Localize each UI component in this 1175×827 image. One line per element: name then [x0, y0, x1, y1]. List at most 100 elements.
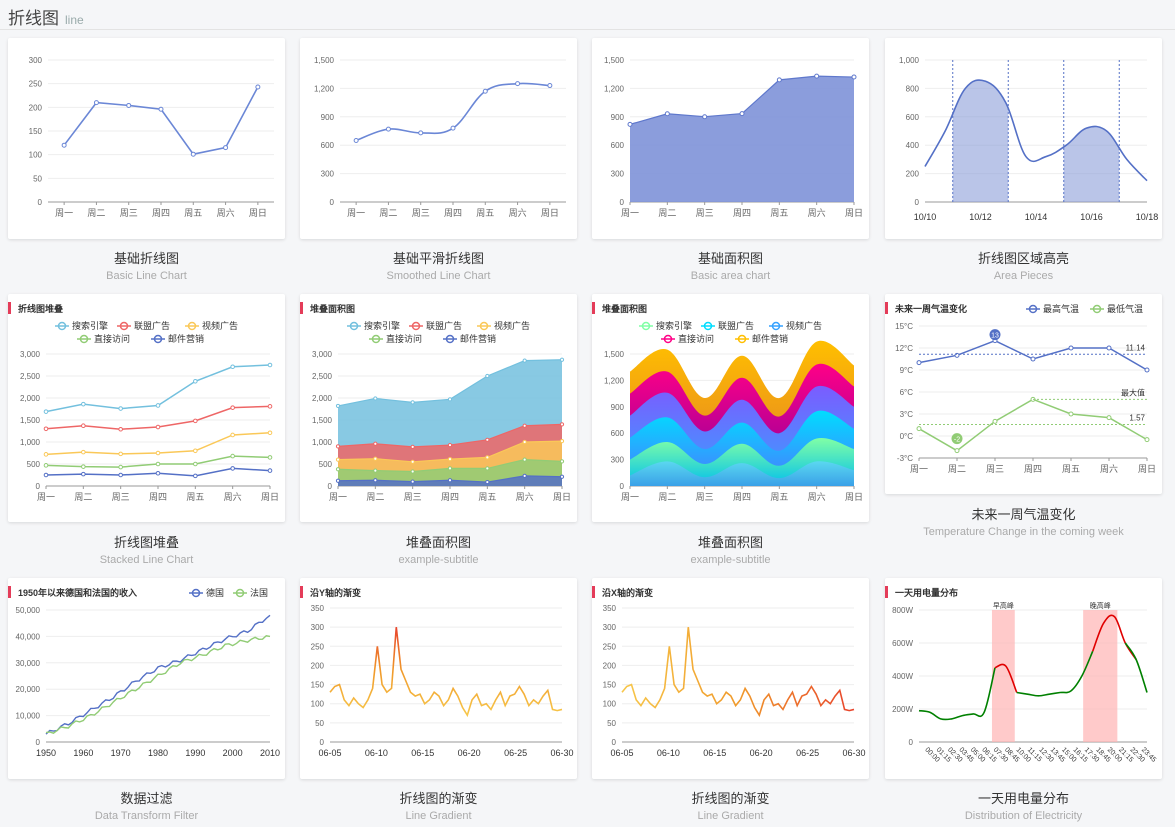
data-point	[522, 457, 527, 462]
y-tick-label: 100	[29, 151, 43, 160]
data-point	[43, 452, 49, 457]
caption-title: 数据过滤	[120, 791, 173, 806]
chart-card-area-pieces[interactable]: 0 200 400 600 800 1,000 10/10 10/12 10/14 10/16 10…	[885, 38, 1162, 239]
x-tick-label: 周四	[444, 208, 462, 218]
y-tick-label: 300	[603, 623, 617, 632]
data-point	[485, 466, 490, 471]
chart-card-stacked-area[interactable]: 堆叠面积图 搜索引擎 联盟广告 视频广告 直接访问 邮件营销 0 500 1,000 1,500 2…	[300, 294, 577, 522]
chart-card-electricity[interactable]: 一天用电量分布 0 200W 400W 600W 800W 00:00 01:15 02:30 0…	[885, 578, 1162, 779]
data-point	[335, 457, 341, 462]
data-point	[447, 457, 453, 462]
y-tick-label: 0	[330, 198, 335, 207]
x-tick-label: 周六	[1100, 463, 1118, 474]
chart-basic-area: 0 300 600 900 1,200 1,500 周一 周二 周三 周四 周五 周六 周日	[604, 56, 863, 218]
x-tick-label: 周五	[184, 208, 202, 218]
mark-line-label: 11.14	[1126, 343, 1146, 352]
page-title: 折线图 line	[8, 9, 84, 28]
y-tick-label: 900	[611, 113, 625, 122]
data-point	[118, 426, 123, 432]
data-point	[223, 145, 229, 151]
series-line	[621, 627, 855, 718]
chart-card-gradient-x[interactable]: 沿X轴的渐变 0 50 100 150 200 250 300 350 06-05 06-10 06-…	[592, 578, 869, 779]
caption-subtitle: Line Gradient	[405, 810, 472, 822]
x-tick-label: 周四	[733, 492, 751, 502]
legend-label: 邮件营销	[752, 333, 788, 344]
data-point	[410, 444, 415, 449]
x-tick-label: 2010	[260, 748, 280, 758]
chart-card-basic-area[interactable]: 0 300 600 900 1,200 1,500 周一 周二 周三 周四 周五 周六 周日	[592, 38, 869, 239]
y-tick-label: 0	[36, 482, 41, 491]
band-label: 早高峰	[993, 601, 1014, 610]
data-point	[155, 470, 161, 476]
data-point	[627, 121, 633, 127]
caption: 一天用电量分布 Distribution of Electricity	[885, 788, 1162, 822]
data-point	[485, 437, 490, 442]
data-point	[739, 111, 745, 117]
caption-title: 未来一周气温变化	[971, 507, 1076, 522]
y-tick-label: 900	[611, 403, 625, 412]
x-tick-label: 周一	[329, 492, 347, 502]
data-point	[1144, 437, 1150, 443]
series-line	[63, 86, 259, 156]
data-point	[43, 463, 49, 468]
data-point	[559, 439, 565, 444]
piece-area	[1063, 126, 1120, 202]
data-point	[81, 449, 86, 455]
chart-title: 沿X轴的渐变	[602, 587, 653, 598]
x-tick-label: 周三	[112, 492, 130, 502]
caption-subtitle: Basic area chart	[690, 270, 771, 282]
data-point	[447, 397, 453, 402]
chart-card-temperature[interactable]: 未来一周气温变化 最高气温 最低气温 -3°C 0°C 3°C 6°C 9°C 12°C 15°C…	[885, 294, 1162, 494]
y-tick-label: 0	[915, 198, 920, 207]
chart-title: 堆叠面积图	[602, 303, 647, 314]
title-marker	[8, 586, 11, 598]
legend-label: 直接访问	[386, 333, 422, 344]
band-label: 晚高峰	[1090, 601, 1111, 610]
legend-label: 联盟广告	[134, 320, 170, 331]
chart-card-smoothed-line[interactable]: 0 300 600 900 1,200 1,500 周一 周二 周三 周四 周五 周六 周日	[300, 38, 577, 239]
y-tick-label: 1,500	[312, 416, 333, 425]
chart-card-data-filter[interactable]: 1950年以来德国和法国的收入 德国 法国 0 10,000 20,000 30,000 40…	[8, 578, 285, 779]
data-point	[81, 464, 86, 469]
x-tick-label: 周四	[149, 492, 167, 502]
y-tick-label: 600	[906, 113, 920, 122]
x-tick-label: 周日	[845, 208, 863, 218]
chart-data-filter: 1950年以来德国和法国的收入 德国 法国 0 10,000 20,000 30,000 40…	[8, 586, 280, 758]
chart-card-gradient-y[interactable]: 沿Y轴的渐变 0 50 100 150 200 250 300 350 06-05 06-10 06-…	[300, 578, 577, 779]
x-tick-label: 周一	[910, 464, 928, 474]
data-point	[1144, 367, 1150, 373]
x-tick-label: 周六	[516, 491, 534, 502]
chart-title: 一天用电量分布	[895, 587, 958, 598]
legend-label: 直接访问	[678, 333, 714, 344]
y-tick-label: 0	[36, 738, 41, 747]
series-line	[355, 82, 550, 142]
mark-point	[989, 329, 1001, 341]
chart-card-basic-line[interactable]: 0 50 100 150 200 250 300 周一 周二 周三 周四 周五 周六 周日	[8, 38, 285, 239]
y-tick-label: 1,200	[604, 376, 625, 385]
data-point	[193, 473, 198, 479]
data-point	[385, 126, 391, 132]
caption: 折线图的渐变 Line Gradient	[592, 788, 869, 822]
y-tick-label: 200W	[892, 705, 913, 714]
data-point	[410, 469, 415, 474]
data-point	[158, 106, 164, 112]
data-point	[43, 409, 49, 414]
series-line	[994, 663, 1018, 693]
caption-subtitle: Basic Line Chart	[106, 270, 187, 282]
data-point	[447, 442, 453, 448]
chart-card-stacked-line[interactable]: 折线图堆叠 搜索引擎 联盟广告 视频广告 直接访问 邮件营销 0 500 1,000 1,500 2…	[8, 294, 285, 522]
legend-label: 法国	[250, 587, 268, 598]
x-tick-label: 周五	[1062, 464, 1080, 474]
x-tick-label: 周三	[404, 492, 422, 502]
header-bar: 折线图 line	[0, 0, 1175, 30]
chart-card-stacked-area-gradient[interactable]: 堆叠面积图 搜索引擎 联盟广告 视频广告 直接访问 邮件营销 0 300 600 900 1,200…	[592, 294, 869, 522]
y-tick-label: 100	[603, 700, 617, 709]
data-point	[916, 426, 922, 432]
data-point	[61, 142, 67, 148]
x-tick-label: 10/14	[1025, 212, 1048, 222]
data-point	[522, 473, 527, 478]
title-marker	[300, 586, 303, 598]
y-tick-label: 1,500	[20, 416, 41, 425]
y-tick-label: 15°C	[895, 322, 913, 331]
y-tick-label: 1,500	[604, 350, 625, 359]
